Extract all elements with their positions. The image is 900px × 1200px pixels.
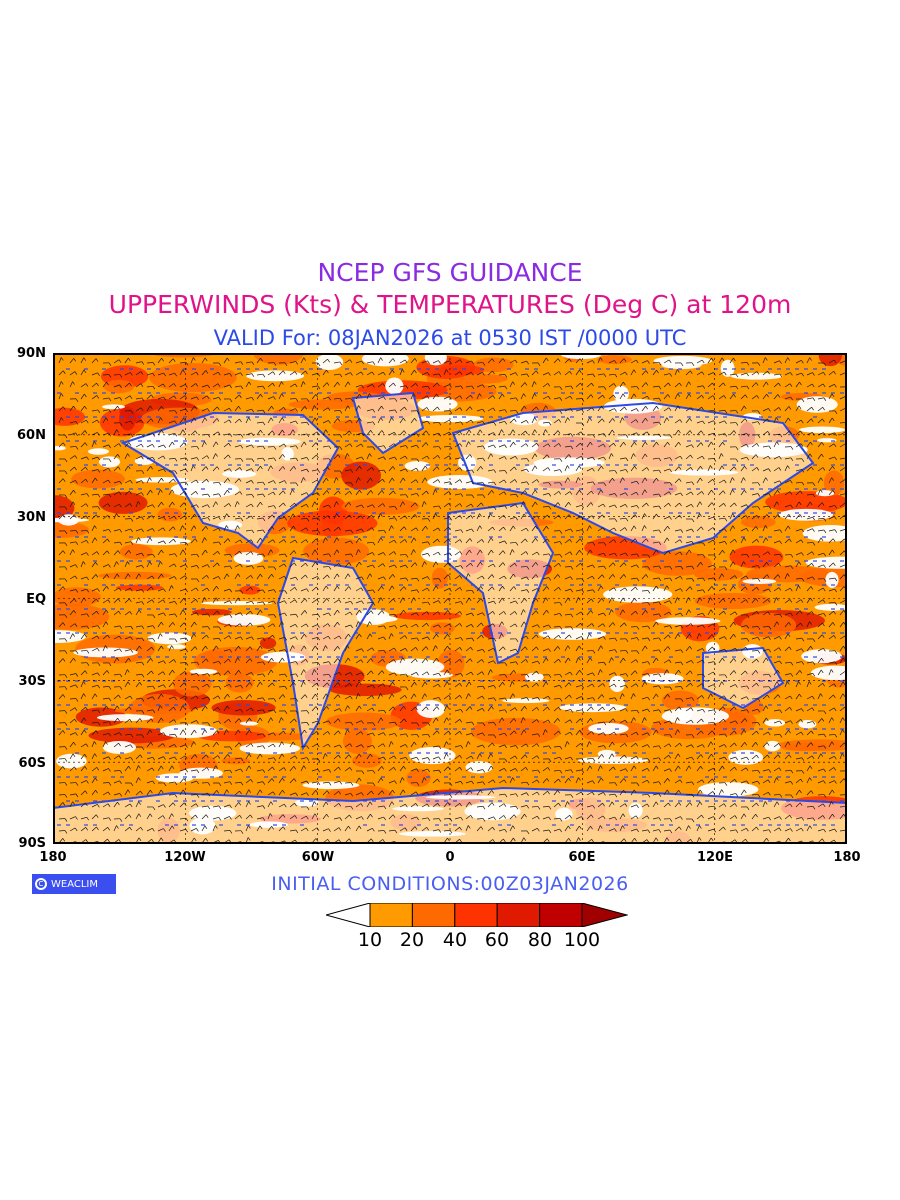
logo-c-icon: C <box>35 878 47 890</box>
valid-time: VALID For: 08JAN2026 at 0530 IST /0000 U… <box>213 326 687 350</box>
lat-label-eq: EQ <box>26 592 46 607</box>
legend-swatch-80 <box>539 903 583 927</box>
lat-label-30n: 30N <box>17 510 46 525</box>
color-legend-bar <box>326 903 628 927</box>
lon-label-60e: 60E <box>568 850 596 865</box>
lat-label-60n: 60N <box>17 428 46 443</box>
legend-label-100: 100 <box>563 929 601 951</box>
map-frame <box>53 353 847 844</box>
initial-conditions: INITIAL CONDITIONS:00Z03JAN2026 <box>271 873 629 895</box>
temperature-markers <box>57 368 844 826</box>
wind-temperature-map <box>53 353 847 844</box>
lat-label-30s: 30S <box>18 674 46 689</box>
legend-label-40: 40 <box>442 929 468 951</box>
legend-label-60: 60 <box>484 929 510 951</box>
legend-label-10: 10 <box>357 929 383 951</box>
weaclim-logo: C WEACLIM <box>32 874 116 894</box>
chart-subtitle: UPPERWINDS (Kts) & TEMPERATURES (Deg C) … <box>108 290 792 319</box>
map-grid <box>53 353 847 844</box>
lon-label-120w: 120W <box>164 850 206 865</box>
legend-swatch-10 <box>369 903 413 927</box>
legend-swatch-40 <box>454 903 498 927</box>
lon-label-180e: 180 <box>833 850 861 865</box>
lon-label-0: 0 <box>445 850 455 865</box>
legend-swatch-above-100 <box>581 903 628 927</box>
legend-swatch-60 <box>496 903 541 927</box>
lon-label-60w: 60W <box>301 850 335 865</box>
legend-swatch-below-10 <box>326 903 371 927</box>
wind-barbs <box>58 357 847 844</box>
lon-label-180w: 180 <box>39 850 67 865</box>
legend-label-80: 80 <box>527 929 553 951</box>
logo-text: WEACLIM <box>51 878 99 890</box>
lat-label-90s: 90S <box>18 836 46 851</box>
lat-label-90n: 90N <box>17 346 46 361</box>
chart-title: NCEP GFS GUIDANCE <box>317 258 583 287</box>
lon-label-120e: 120E <box>696 850 734 865</box>
legend-swatch-20 <box>411 903 456 927</box>
lat-label-60s: 60S <box>18 756 46 771</box>
legend-label-20: 20 <box>399 929 425 951</box>
